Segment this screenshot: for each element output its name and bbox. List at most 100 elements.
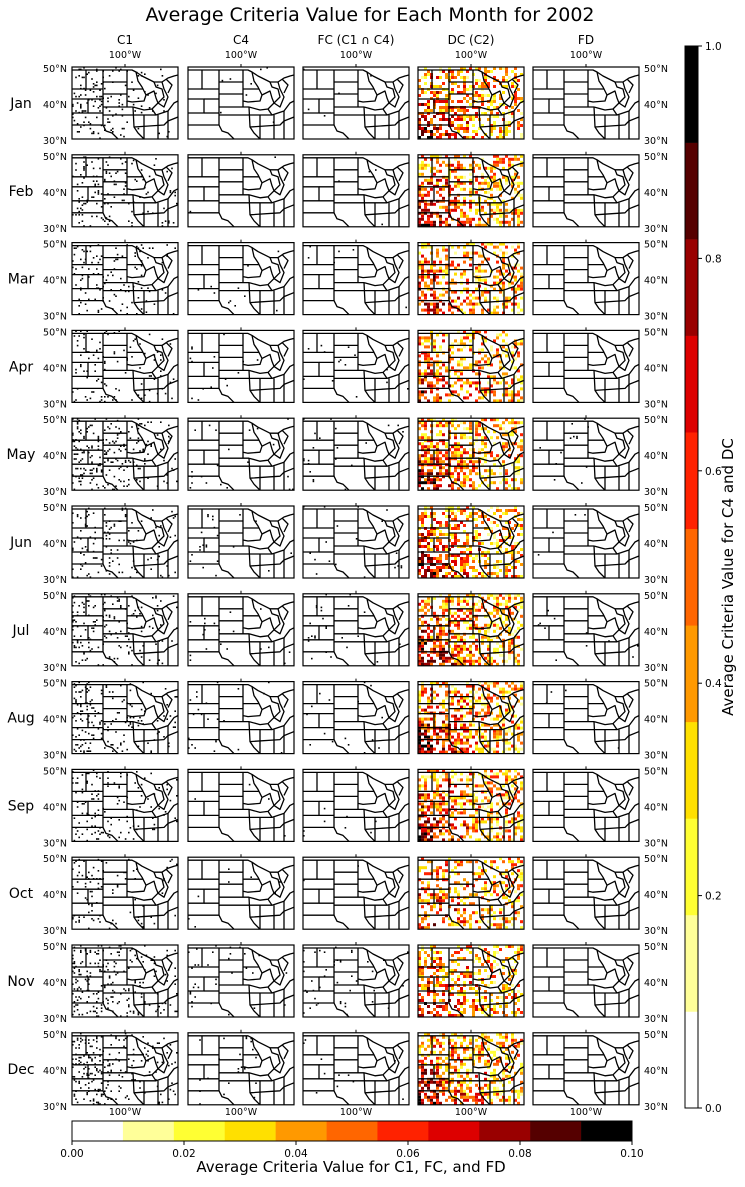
data-cell <box>155 527 157 529</box>
data-cell <box>520 442 523 445</box>
data-cell <box>430 270 433 273</box>
data-cell <box>85 469 87 471</box>
data-cell <box>114 196 116 198</box>
data-cell <box>118 468 120 470</box>
data-cell <box>508 657 511 660</box>
data-cell <box>101 206 103 208</box>
data-cell <box>130 827 132 829</box>
data-cell <box>433 339 436 342</box>
data-cell <box>481 348 484 351</box>
data-cell <box>427 182 430 185</box>
data-cell <box>511 612 514 615</box>
data-cell <box>421 442 424 445</box>
data-cell <box>93 257 95 259</box>
data-cell <box>424 512 427 515</box>
data-cell <box>481 173 484 176</box>
data-cell <box>321 607 323 609</box>
data-cell <box>155 158 157 160</box>
data-cell <box>421 745 424 748</box>
data-cell <box>83 169 85 171</box>
data-cell <box>463 560 466 563</box>
data-cell <box>451 651 454 654</box>
data-cell <box>457 448 460 451</box>
data-cell <box>436 191 439 194</box>
data-cell <box>421 173 424 176</box>
data-cell <box>430 748 433 751</box>
data-cell <box>457 472 460 475</box>
data-cell <box>109 110 111 112</box>
data-cell <box>457 651 460 654</box>
data-cell <box>454 515 457 518</box>
data-cell <box>424 433 427 436</box>
data-cell <box>460 512 463 515</box>
data-cell <box>128 832 130 834</box>
data-cell <box>442 748 445 751</box>
data-cell <box>206 546 208 548</box>
data-cell <box>493 176 496 179</box>
data-cell <box>421 115 424 118</box>
data-cell <box>508 221 511 224</box>
data-cell <box>98 378 100 380</box>
data-cell <box>427 627 430 630</box>
data-cell <box>517 270 520 273</box>
data-cell <box>469 645 472 648</box>
data-cell <box>457 118 460 121</box>
data-cell <box>198 709 200 711</box>
data-cell <box>632 656 634 658</box>
data-cell <box>514 688 517 691</box>
data-cell <box>90 742 92 744</box>
data-cell <box>508 390 511 393</box>
data-cell <box>115 388 117 390</box>
data-cell <box>469 206 472 209</box>
data-cell <box>109 172 111 174</box>
data-cell <box>88 447 90 449</box>
data-cell <box>451 799 454 802</box>
data-cell <box>560 452 562 454</box>
data-cell <box>439 118 442 121</box>
data-cell <box>457 124 460 127</box>
data-cell <box>94 532 96 534</box>
data-cell <box>133 613 135 615</box>
data-cell <box>469 478 472 481</box>
data-cell <box>139 468 141 470</box>
data-cell <box>424 539 427 542</box>
data-cell <box>445 451 448 454</box>
data-cell <box>520 194 523 197</box>
data-cell <box>125 516 127 518</box>
data-cell <box>436 454 439 457</box>
data-cell <box>511 246 514 249</box>
data-cell <box>493 536 496 539</box>
data-cell <box>75 458 77 460</box>
data-cell <box>136 180 138 182</box>
data-cell <box>496 745 499 748</box>
data-cell <box>463 475 466 478</box>
data-cell <box>289 651 291 653</box>
data-cell <box>150 421 152 423</box>
data-cell <box>152 597 154 599</box>
data-cell <box>571 423 573 425</box>
data-cell <box>98 830 100 832</box>
data-cell <box>463 176 466 179</box>
data-cell <box>460 164 463 167</box>
data-cell <box>490 454 493 457</box>
data-cell <box>436 363 439 366</box>
data-cell <box>469 454 472 457</box>
data-cell <box>206 482 208 484</box>
data-cell <box>106 172 108 174</box>
data-cell <box>427 303 430 306</box>
data-cell <box>439 521 442 524</box>
data-cell <box>348 346 350 348</box>
data-cell <box>436 539 439 542</box>
data-cell <box>460 273 463 276</box>
data-cell <box>421 188 424 191</box>
data-cell <box>505 303 508 306</box>
data-cell <box>98 133 100 135</box>
data-cell <box>388 425 390 427</box>
data-cell <box>451 615 454 618</box>
data-cell <box>204 623 206 625</box>
data-cell <box>424 709 427 712</box>
data-cell <box>80 104 82 106</box>
data-cell <box>517 518 520 521</box>
data-cell <box>430 805 433 808</box>
data-cell <box>478 630 481 633</box>
